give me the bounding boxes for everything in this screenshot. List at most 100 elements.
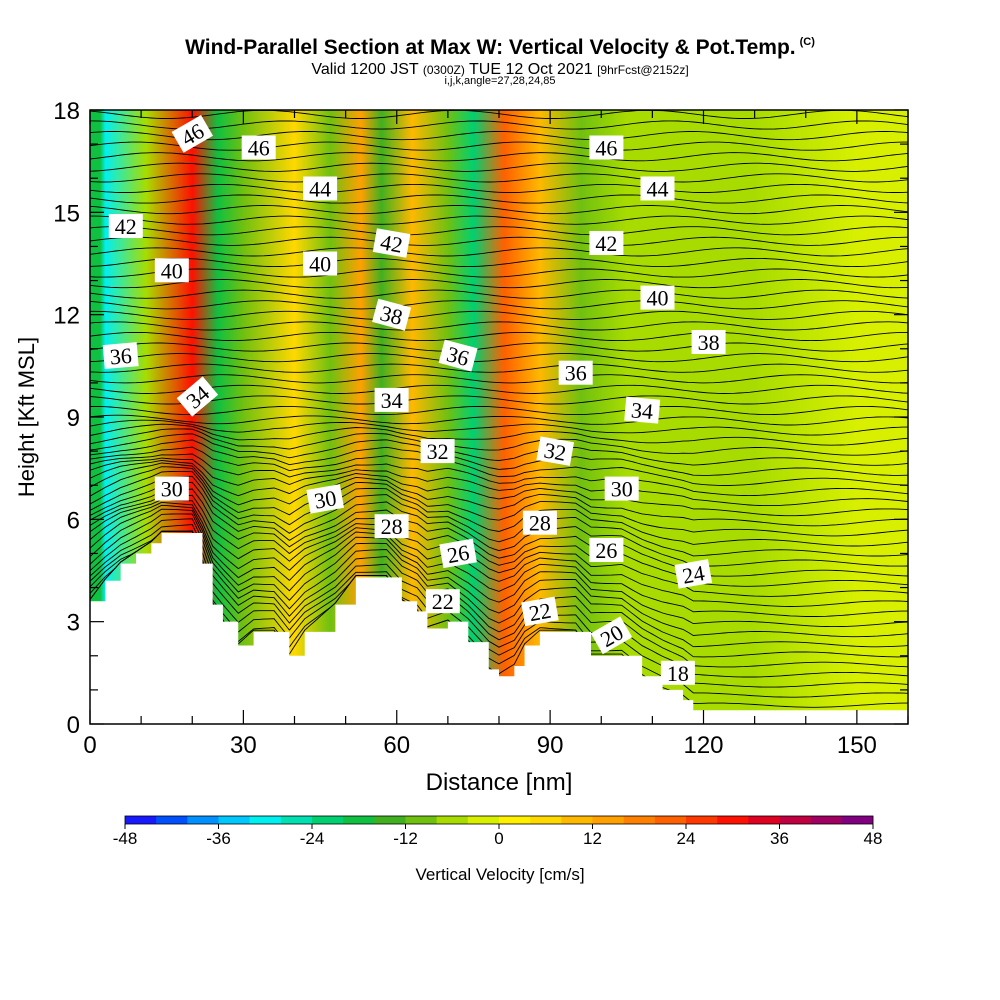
isentrope-line xyxy=(90,508,908,628)
potential-temperature-contours xyxy=(90,110,908,708)
y-tick-label: 0 xyxy=(67,712,80,739)
contour-label: 36 xyxy=(438,339,478,372)
colorbar-swatch xyxy=(374,816,406,824)
svg-text:30: 30 xyxy=(611,477,633,502)
isentrope-line xyxy=(90,446,908,486)
svg-text:28: 28 xyxy=(381,514,403,539)
isentrope-line xyxy=(90,363,908,373)
y-axis-label: Height [Kft MSL] xyxy=(14,337,39,497)
x-tick-label: 90 xyxy=(537,732,564,759)
isentrope-line xyxy=(90,183,908,193)
isentrope-line xyxy=(90,499,908,597)
isentrope-line xyxy=(90,205,908,215)
isentrope-line xyxy=(90,300,908,310)
y-tick-label: 12 xyxy=(53,303,80,330)
contour-label: 30 xyxy=(604,476,639,502)
contour-label: 26 xyxy=(439,538,477,569)
contour-label: 26 xyxy=(589,538,624,563)
colorbar-tick-label: -36 xyxy=(206,829,231,848)
isentrope-line xyxy=(90,405,908,416)
isentrope-line xyxy=(90,384,908,394)
svg-text:26: 26 xyxy=(445,540,471,568)
isentrope-line xyxy=(90,504,908,617)
svg-text:28: 28 xyxy=(529,511,551,536)
colorbar-tick-label: 24 xyxy=(677,829,696,848)
isentrope-line xyxy=(90,494,908,587)
chart-title-text: Wind-Parallel Section at Max W: Vertical… xyxy=(185,36,796,59)
contour-label: 46 xyxy=(589,135,624,161)
x-axis-label: Distance [nm] xyxy=(426,769,573,796)
x-tick-label: 60 xyxy=(383,732,410,759)
contour-label: 44 xyxy=(640,176,675,202)
contour-label: 42 xyxy=(108,214,143,239)
chart-title: Wind-Parallel Section at Max W: Vertical… xyxy=(0,36,1000,60)
colorbar-swatch xyxy=(405,816,437,824)
contour-label: 38 xyxy=(372,298,412,331)
svg-text:44: 44 xyxy=(309,177,331,202)
svg-text:46: 46 xyxy=(248,136,270,161)
isentrope-line xyxy=(90,247,908,257)
colorbar-swatch xyxy=(249,816,282,824)
subtitle-forecast: [9hrFcst@2152z] xyxy=(597,63,689,77)
isentrope-line xyxy=(90,501,908,607)
contour-label: 34 xyxy=(374,387,409,413)
colorbar-tick-label: 12 xyxy=(583,829,602,848)
colorbar-swatch xyxy=(125,816,157,824)
colorbar-swatch xyxy=(280,816,313,824)
x-tick-label: 150 xyxy=(837,732,877,759)
chart-title-mark: (C) xyxy=(799,36,815,48)
colorbar-label: Vertical Velocity [cm/s] xyxy=(415,865,584,884)
colorbar-tick-label: 48 xyxy=(864,829,883,848)
isentrope-line xyxy=(90,466,908,537)
colorbar-swatch xyxy=(561,816,593,824)
chart-subtitle: Valid 1200 JST (0300Z) TUE 12 Oct 2021 [… xyxy=(0,61,1000,79)
colorbar-swatch xyxy=(841,816,874,824)
subtitle-utc: (0300Z) xyxy=(422,63,465,77)
isentrope-line xyxy=(90,488,908,577)
isentrope-line xyxy=(90,120,908,130)
contour-label: 30 xyxy=(306,484,345,514)
x-tick-label: 30 xyxy=(230,732,257,759)
colorbar-swatch xyxy=(654,816,687,824)
isentrope-line xyxy=(90,152,908,162)
svg-text:30: 30 xyxy=(161,477,183,502)
svg-text:34: 34 xyxy=(630,397,654,424)
subtitle-valid: Valid 1200 JST xyxy=(311,61,419,78)
svg-text:42: 42 xyxy=(115,214,137,239)
svg-text:38: 38 xyxy=(698,330,720,355)
contour-label: 28 xyxy=(522,510,557,536)
isentrope-line xyxy=(90,215,908,225)
svg-text:36: 36 xyxy=(565,361,587,386)
isentrope-line xyxy=(90,453,908,497)
isentrope-line xyxy=(90,439,908,476)
isentrope-line xyxy=(90,530,908,678)
contour-label: 30 xyxy=(154,476,189,502)
isentrope-line xyxy=(90,530,908,668)
isentrope-line xyxy=(90,374,908,384)
isentrope-line xyxy=(90,470,908,547)
isentrope-line xyxy=(90,530,908,688)
contour-label: 46 xyxy=(241,135,276,161)
isentrope-line xyxy=(90,423,908,446)
contour-label: 24 xyxy=(674,559,713,589)
chart-subtitle-indices: i,j,k,angle=27,28,24,85 xyxy=(444,75,556,87)
isentrope-line xyxy=(90,162,908,172)
isentrope-line xyxy=(90,433,908,466)
svg-text:32: 32 xyxy=(427,439,449,464)
contour-label: 40 xyxy=(640,285,675,311)
isentrope-line xyxy=(90,342,908,352)
contour-label: 32 xyxy=(420,439,455,464)
isentrope-line xyxy=(90,524,908,658)
contour-label: 36 xyxy=(102,342,139,370)
isentrope-line xyxy=(90,475,908,557)
subtitle-date: TUE 12 Oct 2021 xyxy=(469,61,593,78)
svg-text:42: 42 xyxy=(595,231,617,256)
colorbar-tick-label: -48 xyxy=(113,829,138,848)
contour-label: 34 xyxy=(624,396,661,424)
isentrope-line xyxy=(90,414,908,426)
isentrope-line xyxy=(90,331,908,342)
svg-text:32: 32 xyxy=(542,437,568,465)
svg-text:18: 18 xyxy=(667,661,689,686)
x-tick-label: 120 xyxy=(683,732,723,759)
